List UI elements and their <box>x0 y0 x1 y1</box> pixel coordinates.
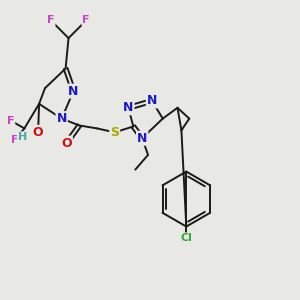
Text: N: N <box>56 112 67 125</box>
Text: F: F <box>82 15 90 26</box>
Text: N: N <box>147 94 157 107</box>
Text: S: S <box>110 126 119 139</box>
Text: F: F <box>7 116 14 126</box>
Text: N: N <box>123 101 134 114</box>
Text: H: H <box>18 132 27 142</box>
Text: F: F <box>47 15 55 26</box>
Text: O: O <box>61 136 72 150</box>
Text: N: N <box>68 85 79 98</box>
Text: Cl: Cl <box>180 233 192 243</box>
Text: O: O <box>33 126 44 139</box>
Text: F: F <box>11 135 18 145</box>
Text: N: N <box>137 132 147 145</box>
